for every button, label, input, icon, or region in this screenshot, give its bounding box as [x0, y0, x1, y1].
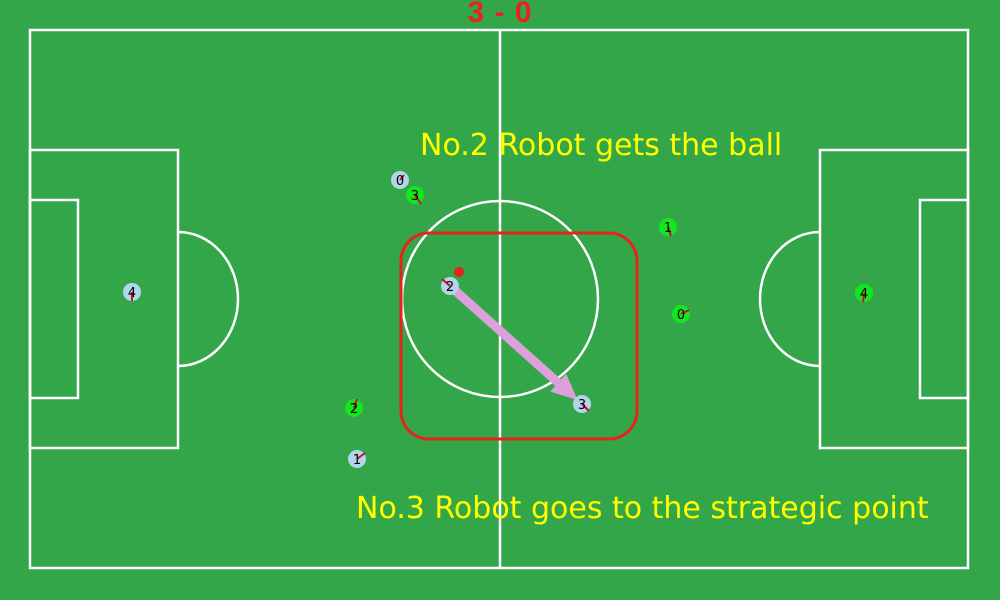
blue-robot-0: 0: [391, 171, 409, 189]
green-robot-2-label: 2: [350, 402, 358, 417]
blue-robot-4: 4: [123, 283, 141, 301]
green-robot-1-label: 1: [664, 221, 672, 236]
left-penalty-arc: [177, 230, 240, 368]
blue-robot-4-label: 4: [128, 286, 136, 301]
right-goal-area: [918, 198, 970, 400]
green-robot-4-label: 4: [860, 287, 868, 302]
blue-robot-2: 2: [441, 277, 459, 295]
pass-arrow-head: [550, 373, 578, 401]
caption-strategic-point: No.3 Robot goes to the strategic point: [356, 491, 929, 526]
green-robot-2-heading-marker: [353, 398, 358, 409]
scoreboard: 3 - 0: [467, 0, 533, 29]
green-robot-3-heading-marker: [414, 194, 422, 205]
blue-robot-3-label: 3: [578, 398, 586, 413]
ball: [454, 267, 464, 277]
blue-robot-0-heading-marker: [399, 174, 405, 181]
blue-robot-2-label: 2: [446, 280, 454, 295]
caption-ball-possession: No.2 Robot gets the ball: [420, 128, 783, 163]
green-robot-0: 0: [672, 305, 690, 323]
highlight-box: [399, 231, 639, 441]
pass-arrow-shaft: [447, 282, 562, 387]
blue-robot-0-label: 0: [396, 174, 404, 189]
pass-arrow: [447, 282, 578, 401]
blue-robot-1-label: 1: [353, 453, 361, 468]
blue-robot-3: 3: [573, 395, 591, 413]
blue-robot-2-heading-marker: [441, 278, 451, 287]
pitch-lines: [28, 28, 970, 570]
green-robot-4: 4: [855, 284, 873, 303]
green-robot-1: 1: [659, 218, 677, 237]
green-robot-0-heading-marker: [680, 309, 690, 315]
left-goal-area: [28, 198, 80, 400]
green-robot-3: 3: [406, 186, 424, 205]
green-robot-4-heading-marker: [862, 292, 865, 303]
green-robot-1-heading-marker: [667, 226, 672, 237]
blue-robot-1-heading-marker: [356, 452, 366, 460]
blue-robot-3-heading-marker: [581, 403, 590, 412]
robots-layer: 0 1 2 3 4 0 1 2 3 4: [123, 171, 873, 468]
green-robot-0-label: 0: [677, 308, 685, 323]
blue-robot-1: 1: [348, 450, 366, 468]
right-penalty-arc: [758, 230, 821, 368]
green-robot-3-label: 3: [411, 189, 419, 204]
green-robot-2: 2: [345, 398, 363, 417]
